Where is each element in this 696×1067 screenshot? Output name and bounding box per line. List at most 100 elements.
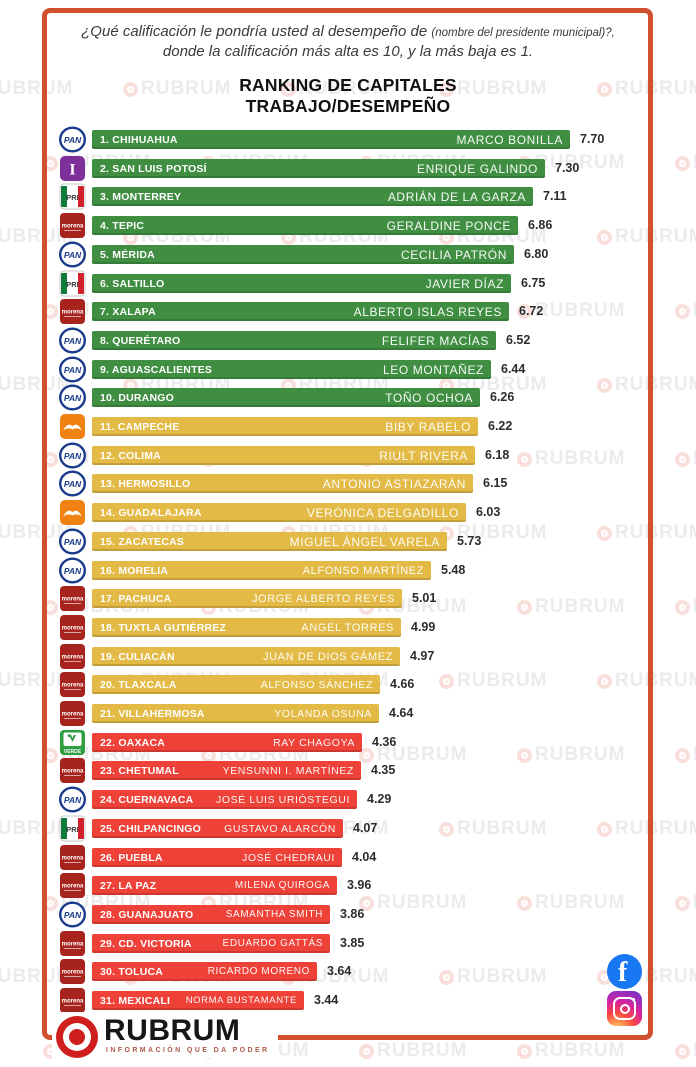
svg-text:morena: morena (62, 224, 84, 230)
score-value: 6.15 (483, 476, 508, 490)
svg-text:PRI: PRI (66, 280, 79, 289)
score-value: 6.26 (490, 390, 515, 404)
mayor-label: ALFONSO MARTÍNEZ (302, 564, 424, 577)
city-label: 23. CHETUMAL (100, 764, 179, 777)
pan-logo-icon: PAN (59, 786, 86, 813)
score-value: 4.66 (390, 677, 415, 691)
ranking-bar: 9. AGUASCALIENTES LEO MONTAÑEZ (92, 360, 491, 379)
score-value: 3.86 (340, 907, 365, 921)
ranking-bar: 21. VILLAHERMOSA YOLANDA OSUNA (92, 704, 379, 723)
question-paren-text: (nombre del presidente municipal)?, (431, 27, 615, 39)
city-label: 2. SAN LUIS POTOSÍ (100, 162, 207, 175)
ranking-bar: 4. TEPIC GERALDINE PONCE (92, 216, 518, 235)
ranking-bar: 7. XALAPA ALBERTO ISLAS REYES (92, 302, 509, 321)
ranking-bar: 13. HERMOSILLO ANTONIO ASTIAZARÁN (92, 474, 473, 493)
mayor-label: ALFONSO SÁNCHEZ (260, 678, 373, 691)
city-label: 15. ZACATECAS (100, 535, 185, 548)
svg-text:PAN: PAN (64, 393, 82, 403)
score-value: 4.99 (411, 620, 436, 634)
pri-logo-icon: PRI (59, 815, 86, 842)
morena-logo-icon: morena (59, 298, 86, 325)
city-label: 14. GUADALAJARA (100, 506, 202, 519)
svg-text:PAN: PAN (64, 479, 82, 489)
city-label: 26. PUEBLA (100, 851, 163, 864)
instagram-camera-frame (613, 997, 636, 1020)
svg-text:PAN: PAN (64, 451, 82, 461)
svg-text:morena: morena (62, 626, 84, 632)
svg-text:PAN: PAN (64, 135, 82, 145)
svg-text:morena: morena (62, 856, 84, 862)
rubrum-logo: RUBRUM INFORMACIÓN QUE DA PODER (52, 1012, 278, 1058)
pan-logo-icon: PAN (59, 901, 86, 928)
score-value: 6.52 (506, 333, 531, 347)
brand-tagline: INFORMACIÓN QUE DA PODER (106, 1047, 270, 1054)
ranking-bar: 2. SAN LUIS POTOSÍ ENRIQUE GALINDO (92, 159, 545, 178)
city-label: 21. VILLAHERMOSA (100, 707, 205, 720)
partido-verde-logo-icon: VERDE (59, 729, 86, 756)
morena-logo-icon: morena (59, 958, 86, 985)
svg-text:PAN: PAN (64, 336, 82, 346)
ranking-bar: 3. MONTERREY ADRIÁN DE LA GARZA (92, 187, 533, 206)
svg-text:PAN: PAN (64, 537, 82, 547)
instagram-icon[interactable] (607, 991, 642, 1026)
city-label: 6. SALTILLO (100, 277, 165, 290)
city-label: 22. OAXACA (100, 736, 166, 749)
city-label: 29. CD. VICTORIA (100, 937, 192, 950)
morena-logo-icon: morena (59, 930, 86, 957)
score-value: 6.72 (519, 304, 544, 318)
mayor-label: YENSUNNI I. MARTÍNEZ (222, 764, 354, 777)
score-value: 6.75 (521, 276, 546, 290)
city-label: 5. MÉRIDA (100, 248, 155, 261)
pan-logo-icon: PAN (59, 528, 86, 555)
score-value: 4.97 (410, 649, 435, 663)
mayor-label: MARCO BONILLA (456, 132, 563, 147)
svg-text:PAN: PAN (64, 795, 82, 805)
mayor-label: GERALDINE PONCE (386, 218, 511, 233)
question-text-2: donde la calificación más alta es 10, y … (162, 43, 534, 61)
score-value: 7.30 (555, 161, 580, 175)
city-label: 28. GUANAJUATO (100, 908, 194, 921)
mayor-label: JAVIER DÍAZ (425, 276, 504, 291)
ranking-bar: 22. OAXACA RAY CHAGOYA (92, 733, 362, 752)
morena-logo-icon: morena (59, 212, 86, 239)
svg-text:morena: morena (62, 999, 84, 1005)
survey-question: ¿Qué calificación le pondría usted al de… (78, 22, 618, 63)
mayor-label: MIGUEL ÁNGEL VARELA (289, 534, 440, 549)
city-label: 4. TEPIC (100, 219, 145, 232)
morena-logo-icon: morena (59, 844, 86, 871)
pan-logo-icon: PAN (59, 241, 86, 268)
facebook-icon[interactable]: f (607, 954, 642, 989)
city-label: 10. DURANGO (100, 391, 174, 404)
svg-text:morena: morena (62, 884, 84, 890)
score-value: 7.70 (580, 132, 605, 146)
mayor-label: JORGE ALBERTO REYES (251, 592, 395, 605)
city-label: 30. TOLUCA (100, 965, 164, 978)
score-value: 3.85 (340, 936, 365, 950)
score-value: 4.64 (389, 706, 414, 720)
score-value: 6.18 (485, 448, 510, 462)
social-icons: f (607, 954, 642, 1026)
mayor-label: ALBERTO ISLAS REYES (353, 304, 502, 319)
city-label: 8. QUERÉTARO (100, 334, 181, 347)
movimiento-ciudadano-logo-icon (59, 499, 86, 526)
svg-text:morena: morena (62, 712, 84, 718)
pan-logo-icon: PAN (59, 327, 86, 354)
ranking-bar: 12. COLIMA RIULT RIVERA (92, 446, 475, 465)
svg-text:morena: morena (62, 683, 84, 689)
ranking-bar: 8. QUERÉTARO FELIFER MACÍAS (92, 331, 496, 350)
city-label: 16. MORELIA (100, 564, 169, 577)
brand-name: RUBRUM (104, 1014, 241, 1047)
mayor-label: RIULT RIVERA (379, 448, 468, 463)
pri-logo-icon: PRI (59, 270, 86, 297)
morena-logo-icon: morena (59, 700, 86, 727)
city-label: 11. CAMPECHE (100, 420, 180, 433)
ranking-bar: 24. CUERNAVACA JOSÉ LUIS URIÓSTEGUI (92, 790, 357, 809)
svg-text:morena: morena (62, 769, 84, 775)
morena-logo-icon: morena (59, 757, 86, 784)
ranking-bar: 1. CHIHUAHUA MARCO BONILLA (92, 130, 570, 149)
ranking-bar: 29. CD. VICTORIA EDUARDO GATTÁS (92, 934, 330, 953)
score-value: 6.86 (528, 218, 553, 232)
ranking-bar: 27. LA PAZ MILENA QUIROGA (92, 876, 337, 895)
pri-logo-icon: PRI (59, 183, 86, 210)
